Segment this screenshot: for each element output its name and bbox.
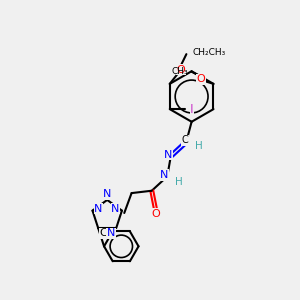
Text: N: N bbox=[160, 170, 169, 180]
Text: C: C bbox=[182, 136, 188, 146]
Text: N: N bbox=[103, 189, 111, 199]
Text: N: N bbox=[111, 204, 119, 214]
Text: O: O bbox=[196, 74, 206, 84]
Text: H: H bbox=[195, 140, 203, 151]
Text: O: O bbox=[152, 209, 160, 219]
Text: N: N bbox=[164, 150, 172, 160]
Text: N: N bbox=[94, 204, 103, 214]
Text: CH₂CH₃: CH₂CH₃ bbox=[193, 48, 226, 57]
Text: O: O bbox=[177, 64, 185, 75]
Text: C: C bbox=[100, 228, 107, 238]
Text: H: H bbox=[175, 177, 182, 188]
Text: N: N bbox=[107, 228, 115, 238]
Text: I: I bbox=[190, 103, 194, 116]
Text: CH₃: CH₃ bbox=[172, 67, 188, 76]
